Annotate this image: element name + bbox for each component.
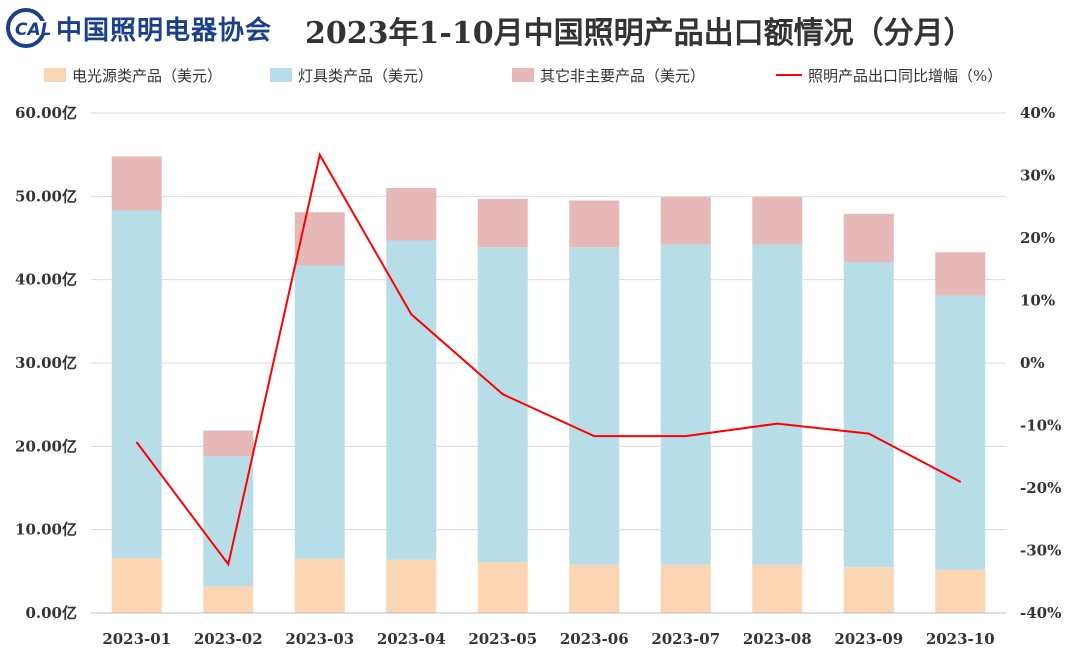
yoy-growth-point <box>227 563 230 566</box>
yoy-growth-point <box>959 480 962 483</box>
y-right-tick-label: -20% <box>1020 479 1061 497</box>
y-left-tick-label: 20.00亿 <box>15 437 77 455</box>
bar-segment-other <box>294 212 345 266</box>
legend-label-lamps: 灯具类产品（美元） <box>298 66 434 85</box>
bar-segment-other <box>203 430 254 457</box>
cali-logo-mark-icon: CALI <box>6 8 52 48</box>
bar-segment-lamps <box>752 244 803 565</box>
legend-label-other: 其它非主要产品（美元） <box>540 66 706 85</box>
x-tick-label: 2023-10 <box>926 630 995 648</box>
yoy-growth-point <box>593 435 596 437</box>
legend-item-lamps: 灯具类产品（美元） <box>270 62 433 88</box>
bar-segment-lamps <box>203 456 254 587</box>
bar-segment-lamps <box>935 295 986 570</box>
x-tick-label: 2023-07 <box>651 630 720 648</box>
x-tick-label: 2023-06 <box>560 630 629 648</box>
bar-segment-other <box>660 197 711 245</box>
bar-segment-lamps <box>386 240 437 560</box>
y-right-tick-label: 20% <box>1020 229 1055 247</box>
legend-label-light-source: 电光源类产品（美元） <box>72 66 223 85</box>
yoy-growth-point <box>867 432 870 435</box>
bar-segment-other <box>569 200 620 248</box>
chart-title: 2023年1-10月中国照明产品出口额情况（分月） <box>305 16 974 51</box>
y-left-tick-label: 40.00亿 <box>15 271 77 289</box>
legend-line-yoy <box>776 74 802 76</box>
bar-segment-lamps <box>569 247 620 565</box>
bar-segment-light-source <box>752 564 803 613</box>
legend-item-light-source: 电光源类产品（美元） <box>44 62 222 88</box>
bar-segment-other <box>843 213 894 263</box>
x-tick-label: 2023-03 <box>285 630 354 648</box>
bar-segment-lamps <box>843 262 894 568</box>
cali-logo: CALI 中国照明电器协会 <box>6 6 272 50</box>
y-right-tick-label: -30% <box>1020 542 1061 560</box>
bar-segment-light-source <box>203 586 254 613</box>
bar-segment-lamps <box>111 210 162 558</box>
yoy-growth-line <box>136 152 961 567</box>
bar-segment-light-source <box>386 559 437 613</box>
yoy-growth-point <box>135 441 138 444</box>
logo-mark-text: CALI <box>15 20 52 40</box>
y-right-tick-label: 0% <box>1020 354 1045 372</box>
x-tick-label: 2023-05 <box>468 630 537 648</box>
yoy-growth-point <box>684 435 687 437</box>
bar-segment-other <box>752 197 803 245</box>
x-tick-label: 2023-02 <box>194 630 263 648</box>
legend-swatch-other <box>512 68 534 82</box>
yoy-growth-point <box>318 154 321 156</box>
bar-segment-light-source <box>569 564 620 613</box>
x-tick-label: 2023-04 <box>377 630 446 648</box>
y-right-tick-label: 40% <box>1020 104 1055 122</box>
y-left-tick-label: 0.00亿 <box>25 604 77 622</box>
bar-segment-lamps <box>477 247 528 563</box>
y-right-tick-label: 10% <box>1020 292 1055 310</box>
bar-segment-other <box>111 156 162 211</box>
chart-legend: 电光源类产品（美元） 灯具类产品（美元） 其它非主要产品（美元） 照明产品出口同… <box>0 62 1080 88</box>
yoy-growth-point <box>410 313 413 316</box>
bar-segment-lamps <box>294 265 345 559</box>
y-right-tick-label: -10% <box>1020 417 1061 435</box>
bar-segment-light-source <box>477 562 528 613</box>
logo-text: 中国照明电器协会 <box>56 15 273 46</box>
legend-item-yoy: 照明产品出口同比增幅（%） <box>776 62 1002 88</box>
y-right-tick-label: -40% <box>1020 604 1061 622</box>
x-tick-label: 2023-08 <box>743 630 812 648</box>
bar-segment-light-source <box>935 569 986 613</box>
x-tick-label: 2023-09 <box>834 630 903 648</box>
y-left-tick-label: 50.00亿 <box>15 187 77 205</box>
y-left-tick-label: 10.00亿 <box>15 521 77 539</box>
yoy-growth-point <box>776 422 779 425</box>
legend-label-yoy: 照明产品出口同比增幅（%） <box>808 66 1003 85</box>
chart-header: CALI 中国照明电器协会 2023年1-10月中国照明产品出口额情况（分月） <box>0 0 1080 56</box>
y-left-tick-label: 30.00亿 <box>15 354 77 372</box>
legend-swatch-lamps <box>270 68 292 82</box>
x-tick-label: 2023-01 <box>102 630 171 648</box>
bar-segment-light-source <box>294 558 345 613</box>
bar-segment-other <box>477 198 528 248</box>
bar-segment-lamps <box>660 244 711 565</box>
legend-swatch-light-source <box>44 68 66 82</box>
bar-segment-light-source <box>843 567 894 613</box>
bar-segment-other <box>386 188 437 241</box>
bar-segment-light-source <box>111 558 162 613</box>
y-left-tick-label: 60.00亿 <box>15 104 77 122</box>
bar-segment-other <box>935 252 986 296</box>
legend-item-other: 其它非主要产品（美元） <box>512 62 705 88</box>
bar-segment-light-source <box>660 564 711 613</box>
yoy-growth-point <box>501 393 504 396</box>
y-right-tick-label: 30% <box>1020 167 1055 185</box>
